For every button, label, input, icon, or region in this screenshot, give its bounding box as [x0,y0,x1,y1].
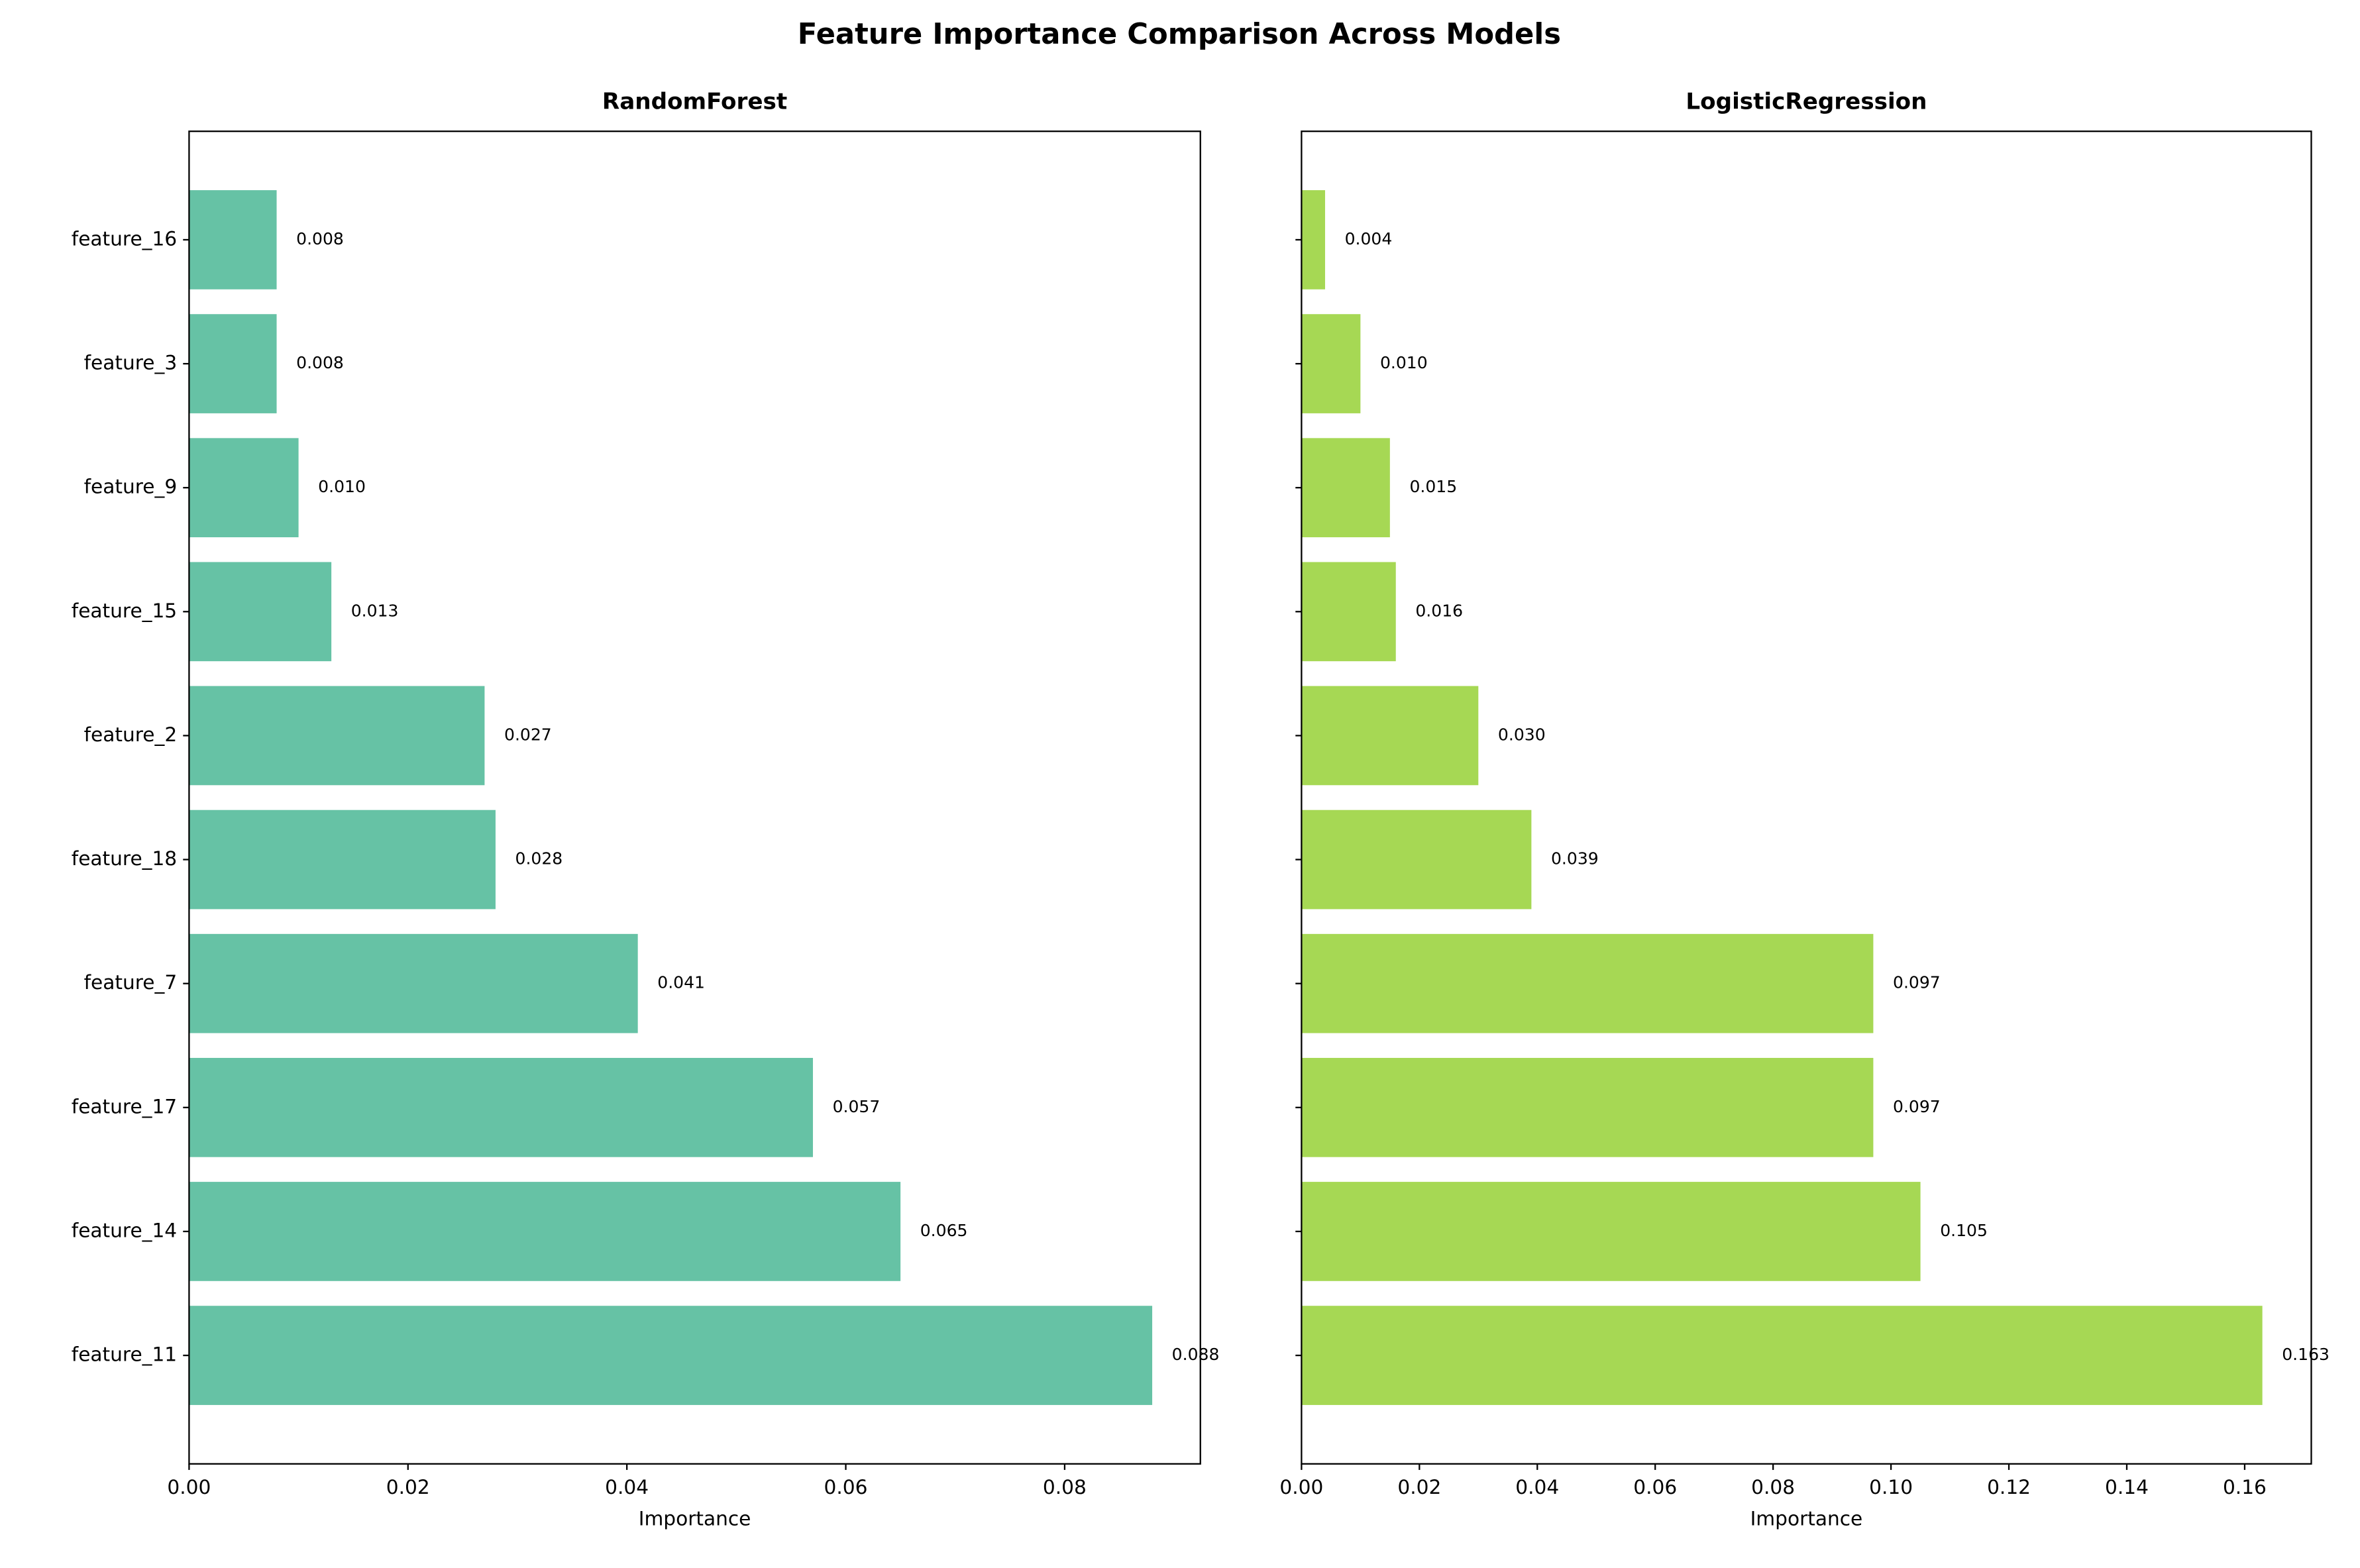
axes-frame [188,131,1201,1465]
value-label: 0.163 [2282,1345,2330,1364]
x-tick-label: 0.02 [386,1476,430,1498]
bar [189,1182,901,1281]
bar [189,314,277,413]
y-tick-label: feature_3 [84,352,178,374]
bar [189,686,485,786]
bar [1301,314,1361,413]
bar [1301,438,1390,538]
y-tick-label: feature_18 [72,847,177,870]
x-tick-label: 0.16 [2223,1476,2267,1498]
x-axis-label: Importance [1750,1508,1863,1530]
value-label: 0.027 [504,725,552,744]
y-tick-label: feature_16 [72,227,177,250]
x-tick-label: 0.04 [1515,1476,1559,1498]
value-label: 0.028 [515,849,563,868]
bar [189,190,277,289]
x-tick-label: 0.08 [1043,1476,1087,1498]
value-label: 0.016 [1415,601,1463,620]
bar [1301,810,1532,910]
bar [189,933,638,1033]
value-label: 0.105 [1940,1221,1988,1240]
y-tick-label: feature_2 [84,723,178,746]
x-tick-label: 0.10 [1869,1476,1913,1498]
value-label: 0.097 [1893,1097,1941,1116]
x-tick-label: 0.02 [1397,1476,1441,1498]
value-label: 0.015 [1409,477,1457,496]
bar [1301,686,1479,786]
bar [1301,190,1325,289]
x-tick-label: 0.14 [2105,1476,2149,1498]
x-tick-label: 0.06 [824,1476,868,1498]
value-label: 0.065 [920,1221,968,1240]
y-tick-label: feature_11 [72,1343,177,1366]
value-label: 0.010 [318,477,366,496]
bar [1301,1182,1921,1281]
x-tick-label: 0.00 [167,1476,211,1498]
bar [189,1057,813,1157]
y-tick-label: feature_14 [72,1219,177,1241]
x-tick-label: 0.00 [1279,1476,1323,1498]
bar [1301,1306,2263,1405]
bar [189,562,332,662]
value-label: 0.057 [833,1097,881,1116]
subplot-title: RandomForest [602,88,787,115]
value-label: 0.097 [1893,973,1941,992]
x-tick-label: 0.12 [1987,1476,2031,1498]
value-label: 0.013 [351,601,399,620]
bar [1301,1057,1874,1157]
axes-frame [1301,131,2312,1465]
y-tick-label: feature_15 [72,600,177,622]
bar [189,438,299,538]
y-tick-label: feature_7 [84,971,178,994]
value-label: 0.088 [1172,1345,1220,1364]
y-tick-label: feature_17 [72,1095,177,1118]
x-axis-label: Importance [639,1508,751,1530]
bar [189,810,496,910]
y-tick-label: feature_9 [84,476,178,498]
bar [1301,933,1874,1033]
bar [1301,562,1396,662]
value-label: 0.010 [1380,353,1428,372]
x-tick-label: 0.04 [605,1476,649,1498]
value-label: 0.008 [296,229,344,248]
subplot-title: LogisticRegression [1686,88,1927,115]
value-label: 0.030 [1498,725,1546,744]
value-label: 0.039 [1551,849,1599,868]
value-label: 0.041 [657,973,705,992]
x-tick-label: 0.08 [1751,1476,1795,1498]
value-label: 0.008 [296,353,344,372]
x-tick-label: 0.06 [1633,1476,1677,1498]
bar [189,1306,1153,1405]
value-label: 0.004 [1345,229,1393,248]
figure-title: Feature Importance Comparison Across Mod… [798,18,1561,51]
